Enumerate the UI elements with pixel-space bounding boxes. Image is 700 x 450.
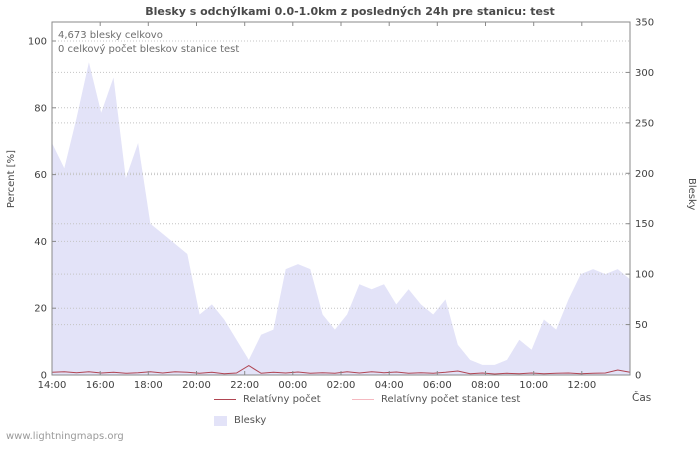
y-tick-label-right: 0 xyxy=(635,371,641,382)
y-tick-label-left: 40 xyxy=(34,237,47,248)
x-tick-label: 18:00 xyxy=(134,380,163,391)
y-tick-label-right: 300 xyxy=(635,68,654,79)
y-tick-label-left: 0 xyxy=(41,371,47,382)
x-tick-label: 04:00 xyxy=(375,380,404,391)
y-tick-label-right: 200 xyxy=(635,169,654,180)
annotation-station-strikes: 0 celkový počet bleskov stanice test xyxy=(58,44,240,55)
x-tick-label: 08:00 xyxy=(471,380,500,391)
y-tick-label-right: 50 xyxy=(635,320,648,331)
y-tick-label-right: 250 xyxy=(635,118,654,129)
x-tick-label: 12:00 xyxy=(567,380,596,391)
x-tick-label: 10:00 xyxy=(519,380,548,391)
legend-area-swatch-blesky xyxy=(214,415,227,426)
legend-item-stanice-test: Relatívny počet stanice test xyxy=(352,394,520,405)
x-tick-label: 06:00 xyxy=(423,380,452,391)
legend-label-blesky: Blesky xyxy=(234,415,267,426)
y-tick-label-left: 60 xyxy=(34,170,47,181)
legend-item-blesky: Blesky xyxy=(214,415,266,426)
legend-item-relativny-pocet: Relatívny počet xyxy=(214,394,321,405)
annotation-total-strikes: 4,673 blesky celkovo xyxy=(58,30,163,41)
x-tick-label: 16:00 xyxy=(86,380,115,391)
y-tick-label-left: 100 xyxy=(28,37,47,48)
legend-line-swatch-relativny xyxy=(214,399,236,400)
legend-line-swatch-stanice xyxy=(352,399,374,400)
y-tick-label-left: 20 xyxy=(34,304,47,315)
y-tick-label-left: 80 xyxy=(34,103,47,114)
legend-label-stanice: Relatívny počet stanice test xyxy=(381,394,521,405)
y-tick-label-right: 350 xyxy=(635,18,654,29)
x-tick-label: 00:00 xyxy=(278,380,307,391)
watermark: www.lightningmaps.org xyxy=(6,431,124,442)
x-tick-label: 22:00 xyxy=(230,380,259,391)
area-series-blesky xyxy=(52,62,630,376)
chart-title: Blesky s odchýlkami 0.0-1.0km z posledný… xyxy=(145,5,555,18)
y-axis-label-right: Blesky xyxy=(686,178,697,211)
y-tick-label-right: 150 xyxy=(635,219,654,230)
x-axis-label: Čas xyxy=(632,392,652,404)
legend-label-relativny: Relatívny počet xyxy=(243,394,321,405)
x-tick-label: 14:00 xyxy=(38,380,67,391)
x-tick-label: 02:00 xyxy=(327,380,356,391)
y-tick-label-right: 100 xyxy=(635,270,654,281)
x-tick-label: 20:00 xyxy=(182,380,211,391)
